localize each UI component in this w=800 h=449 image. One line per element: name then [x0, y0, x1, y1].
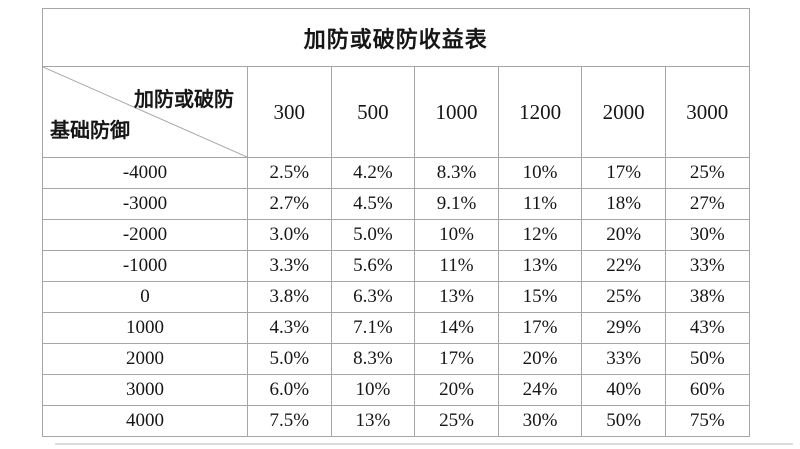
- table-cell: 11%: [414, 250, 499, 282]
- title-row: 加防或破防收益表: [42, 8, 750, 67]
- table-cell: 10%: [497, 157, 583, 189]
- table-cell: 3.8%: [247, 281, 332, 313]
- column-header-3000: 3000: [664, 66, 750, 158]
- table-cell: 17%: [581, 157, 666, 189]
- table-cell: 38%: [664, 281, 750, 313]
- table-cell: 2.7%: [247, 188, 332, 220]
- table-cell: 17%: [414, 343, 499, 375]
- row-header: 1000: [42, 312, 248, 344]
- table-cell: 8.3%: [414, 157, 499, 189]
- table-cell: 4.3%: [247, 312, 332, 344]
- table-cell: 40%: [581, 374, 666, 406]
- table-cell: 7.5%: [247, 405, 332, 437]
- column-header-1200: 1200: [497, 66, 583, 158]
- table-cell: 4.2%: [330, 157, 416, 189]
- table-cell: 18%: [581, 188, 666, 220]
- row-header: 0: [42, 281, 248, 313]
- table-cell: 6.0%: [247, 374, 332, 406]
- corner-top-label: 加防或破防: [134, 89, 234, 111]
- row-header: -2000: [42, 219, 248, 251]
- table-cell: 33%: [664, 250, 750, 282]
- table-cell: 33%: [581, 343, 666, 375]
- row-header: -3000: [42, 188, 248, 220]
- table-row: 3000 6.0% 10% 20% 24% 40% 60%: [42, 374, 750, 406]
- row-header: 4000: [42, 405, 248, 437]
- table-cell: 30%: [664, 219, 750, 251]
- table-row: -3000 2.7% 4.5% 9.1% 11% 18% 27%: [42, 188, 750, 220]
- column-header-1000: 1000: [414, 66, 499, 158]
- table-cell: 13%: [497, 250, 583, 282]
- table-cell: 29%: [581, 312, 666, 344]
- table-cell: 7.1%: [330, 312, 416, 344]
- table-cell: 50%: [664, 343, 750, 375]
- table-cell: 25%: [581, 281, 666, 313]
- table-cell: 6.3%: [330, 281, 416, 313]
- table-cell: 9.1%: [414, 188, 499, 220]
- table-cell: 3.0%: [247, 219, 332, 251]
- table-cell: 5.0%: [330, 219, 416, 251]
- table-row: -4000 2.5% 4.2% 8.3% 10% 17% 25%: [42, 157, 750, 189]
- table-row: 0 3.8% 6.3% 13% 15% 25% 38%: [42, 281, 750, 313]
- table-row: 2000 5.0% 8.3% 17% 20% 33% 50%: [42, 343, 750, 375]
- table-cell: 20%: [581, 219, 666, 251]
- row-header: -1000: [42, 250, 248, 282]
- table-cell: 3.3%: [247, 250, 332, 282]
- column-header-300: 300: [247, 66, 332, 158]
- corner-bottom-label: 基础防御: [50, 120, 130, 142]
- table-cell: 5.0%: [247, 343, 332, 375]
- table-cell: 14%: [414, 312, 499, 344]
- table-cell: 20%: [497, 343, 583, 375]
- table-row: -1000 3.3% 5.6% 11% 13% 22% 33%: [42, 250, 750, 282]
- table-cell: 20%: [414, 374, 499, 406]
- table-cell: 27%: [664, 188, 750, 220]
- table-cell: 12%: [497, 219, 583, 251]
- table-cell: 8.3%: [330, 343, 416, 375]
- corner-header-cell: 加防或破防 基础防御: [42, 66, 248, 158]
- table-cell: 30%: [497, 405, 583, 437]
- table-cell: 60%: [664, 374, 750, 406]
- page-edge-line: [55, 443, 793, 445]
- table-cell: 25%: [664, 157, 750, 189]
- table-cell: 25%: [414, 405, 499, 437]
- table-cell: 10%: [414, 219, 499, 251]
- table-cell: 75%: [664, 405, 750, 437]
- table-cell: 13%: [330, 405, 416, 437]
- row-header: 3000: [42, 374, 248, 406]
- column-header-500: 500: [330, 66, 416, 158]
- header-row: 加防或破防 基础防御 300 500 1000 1200 2000 3000: [42, 66, 750, 158]
- table-cell: 24%: [497, 374, 583, 406]
- table-row: -2000 3.0% 5.0% 10% 12% 20% 30%: [42, 219, 750, 251]
- row-header: -4000: [42, 157, 248, 189]
- table-cell: 4.5%: [330, 188, 416, 220]
- table-cell: 13%: [414, 281, 499, 313]
- table-cell: 50%: [581, 405, 666, 437]
- table-cell: 17%: [497, 312, 583, 344]
- table-cell: 43%: [664, 312, 750, 344]
- table-title: 加防或破防收益表: [42, 8, 750, 67]
- column-header-2000: 2000: [581, 66, 666, 158]
- gain-table: 加防或破防收益表 加防或破防 基础防御 300 500 1000 1200 20…: [42, 8, 750, 437]
- row-header: 2000: [42, 343, 248, 375]
- table-cell: 11%: [497, 188, 583, 220]
- table-row: 1000 4.3% 7.1% 14% 17% 29% 43%: [42, 312, 750, 344]
- table-cell: 10%: [330, 374, 416, 406]
- diagonal-line: [43, 67, 247, 157]
- table-cell: 2.5%: [247, 157, 332, 189]
- table-cell: 22%: [581, 250, 666, 282]
- table-cell: 15%: [497, 281, 583, 313]
- table-cell: 5.6%: [330, 250, 416, 282]
- table-row: 4000 7.5% 13% 25% 30% 50% 75%: [42, 405, 750, 437]
